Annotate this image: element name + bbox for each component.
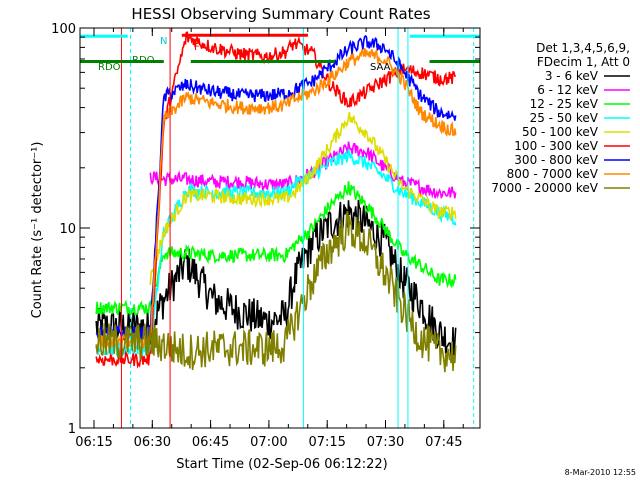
x-axis-label: Start Time (02-Sep-06 06:12:22)	[176, 457, 387, 472]
footer-date: 8-Mar-2010 12:55	[565, 468, 636, 477]
annotation-saa-5: SAA	[370, 62, 391, 73]
legend-label-300-800-kev: 300 - 800 keV	[514, 153, 598, 167]
x-tick-label-5: 07:15	[308, 435, 345, 450]
legend-header-line-2: FDecim 1, Att 0	[537, 55, 630, 69]
x-tick-label-6: 07:30	[367, 435, 404, 450]
flag-layer: N F RDO RDO SAA	[80, 33, 480, 73]
legend-label-50-100-kev: 50 - 100 keV	[522, 125, 599, 139]
legend-label-12-25-kev: 12 - 25 keV	[530, 97, 599, 111]
chart-title: HESSI Observing Summary Count Rates	[131, 5, 430, 23]
annotation-rdo-4: RDO	[98, 62, 121, 73]
annotation-f-2: F	[194, 42, 200, 53]
annotation-rdo-3: RDO	[132, 55, 155, 66]
series-layer	[95, 28, 475, 428]
legend-label-800-7000-kev: 800 - 7000 keV	[507, 167, 599, 181]
y-tick-label-1: 1	[68, 422, 76, 437]
x-tick-label-4: 07:00	[250, 435, 287, 450]
x-tick-label-1: 06:15	[75, 435, 112, 450]
series-line-300-800-kev	[95, 34, 457, 340]
legend-label-7000-20000-kev: 7000 - 20000 keV	[491, 181, 598, 195]
legend-label-6-12-kev: 6 - 12 keV	[537, 83, 599, 97]
x-tick-label-3: 06:45	[192, 435, 229, 450]
x-tick-label-7: 07:45	[425, 435, 462, 450]
y-axis-label: Count Rate (s⁻¹ detector⁻¹)	[30, 142, 45, 319]
legend-label-25-50-kev: 25 - 50 keV	[530, 111, 599, 125]
annotation-n-1: N	[160, 36, 167, 47]
series-line-7000-20000-kev	[95, 210, 457, 373]
y-tick-label-3: 100	[51, 22, 76, 37]
series-line-800-7000-kev	[95, 47, 457, 351]
legend-label-100-300-kev: 100 - 300 keV	[514, 139, 598, 153]
legend-header-line-1: Det 1,3,4,5,6,9,	[536, 41, 630, 55]
series-line-3-6-kev	[95, 199, 457, 360]
legend-label-3-6-kev: 3 - 6 keV	[545, 69, 599, 83]
x-tick-label-2: 06:30	[134, 435, 171, 450]
axis-layer: 06:15 06:30 06:45 07:00 07:15 07:30 07:45 1 10 10…	[51, 22, 480, 450]
y-tick-label-2: 10	[59, 222, 76, 237]
series-line-12-25-kev	[95, 181, 457, 316]
